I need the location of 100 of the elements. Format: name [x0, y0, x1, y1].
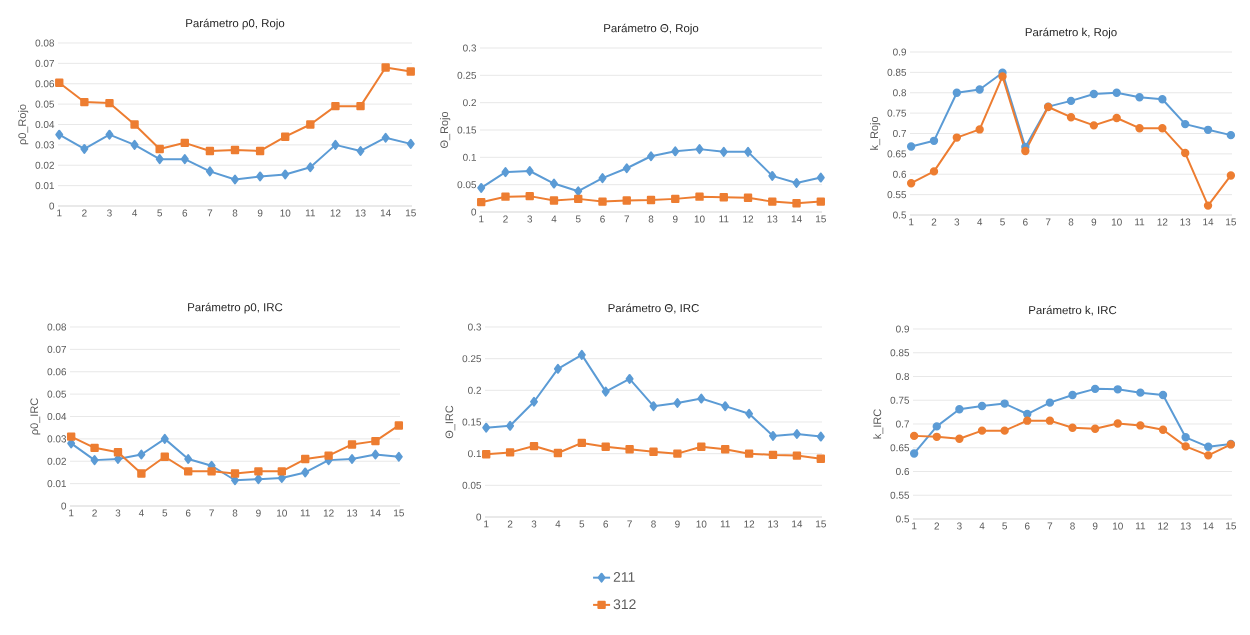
chart-title: Parámetro Θ, IRC	[608, 303, 699, 314]
point	[649, 401, 658, 412]
point	[254, 467, 263, 476]
point	[695, 192, 704, 201]
x-tick-label: 13	[1180, 218, 1191, 226]
x-tick-label: 14	[380, 209, 391, 217]
point	[80, 97, 89, 107]
point	[1000, 426, 1009, 435]
point	[394, 451, 403, 462]
x-tick-label: 3	[531, 520, 537, 528]
point	[601, 386, 610, 397]
point	[977, 426, 987, 435]
point	[1181, 442, 1190, 451]
point	[816, 197, 825, 206]
point	[906, 179, 916, 188]
x-tick-label: 8	[648, 215, 654, 223]
x-tick-label: 10	[1111, 218, 1122, 226]
point	[671, 146, 680, 157]
point	[1066, 96, 1076, 106]
point	[394, 421, 404, 430]
point	[301, 454, 310, 464]
point	[975, 125, 984, 134]
point	[105, 98, 114, 108]
point	[929, 136, 939, 146]
point	[744, 146, 753, 157]
point	[792, 451, 802, 460]
x-tick-label: 6	[185, 509, 191, 517]
point	[506, 420, 515, 431]
y-axis-title: k_IRC	[873, 409, 884, 439]
point	[695, 144, 704, 155]
point	[1113, 419, 1122, 428]
point	[381, 132, 390, 143]
x-tick-label: 10	[277, 509, 287, 517]
point	[160, 433, 169, 444]
point	[525, 166, 534, 176]
point	[306, 120, 315, 129]
point	[348, 454, 357, 464]
point	[501, 167, 510, 178]
y-tick-label: 0.05	[457, 181, 477, 189]
x-tick-label: 11	[305, 209, 316, 217]
point	[281, 169, 290, 180]
y-tick-label: 0.55	[890, 491, 910, 499]
point	[697, 393, 706, 404]
y-tick-label: 0.1	[468, 450, 482, 458]
point	[347, 440, 357, 449]
x-tick-label: 14	[791, 215, 802, 223]
x-tick-label: 3	[527, 215, 533, 223]
x-tick-label: 12	[744, 520, 755, 528]
x-tick-label: 11	[1135, 522, 1146, 530]
point	[975, 85, 984, 94]
point	[277, 467, 286, 476]
x-tick-label: 15	[1226, 522, 1237, 530]
point	[932, 432, 941, 442]
y-tick-label: 0.2	[463, 99, 476, 107]
point	[256, 171, 265, 182]
point	[281, 132, 290, 141]
y-tick-label: 0	[61, 502, 67, 510]
y-tick-label: 0.85	[887, 68, 907, 76]
point	[1113, 385, 1122, 394]
x-tick-label: 2	[931, 218, 937, 226]
point	[1136, 421, 1145, 430]
x-tick-label: 3	[954, 218, 960, 226]
point	[816, 172, 825, 183]
x-tick-label: 6	[1023, 218, 1028, 226]
x-tick-label: 9	[257, 209, 263, 217]
y-tick-label: 0.6	[893, 170, 907, 178]
point	[977, 401, 987, 411]
point	[231, 174, 239, 185]
y-axis-title: ρ0_IRC	[30, 398, 41, 435]
x-tick-label: 15	[394, 509, 404, 517]
x-tick-label: 8	[1068, 218, 1074, 226]
x-tick-label: 9	[1092, 522, 1098, 530]
point	[1135, 93, 1144, 102]
y-tick-label: 0.9	[893, 48, 907, 56]
point	[301, 467, 310, 478]
point	[1158, 124, 1167, 133]
point	[697, 442, 706, 451]
point	[80, 143, 89, 154]
x-tick-label: 5	[1002, 522, 1007, 530]
y-tick-label: 0.8	[896, 372, 910, 381]
y-tick-label: 0.01	[35, 182, 54, 190]
chart-title: Parámetro k, IRC	[1029, 305, 1117, 316]
x-tick-label: 10	[696, 520, 707, 528]
x-tick-label: 7	[624, 215, 630, 223]
x-tick-label: 9	[1091, 218, 1097, 226]
point	[719, 146, 728, 157]
legend-label: 211	[613, 572, 635, 582]
point	[1112, 88, 1121, 97]
point	[477, 182, 486, 193]
x-tick-label: 4	[979, 522, 985, 530]
y-tick-label: 0	[471, 208, 477, 216]
point	[577, 349, 586, 360]
point	[482, 450, 491, 459]
point	[1135, 124, 1144, 133]
x-tick-label: 2	[82, 209, 87, 217]
x-tick-label: 12	[1157, 218, 1168, 226]
point	[577, 438, 586, 448]
point	[574, 194, 583, 204]
y-tick-label: 0.05	[462, 481, 482, 489]
point	[1203, 125, 1213, 135]
